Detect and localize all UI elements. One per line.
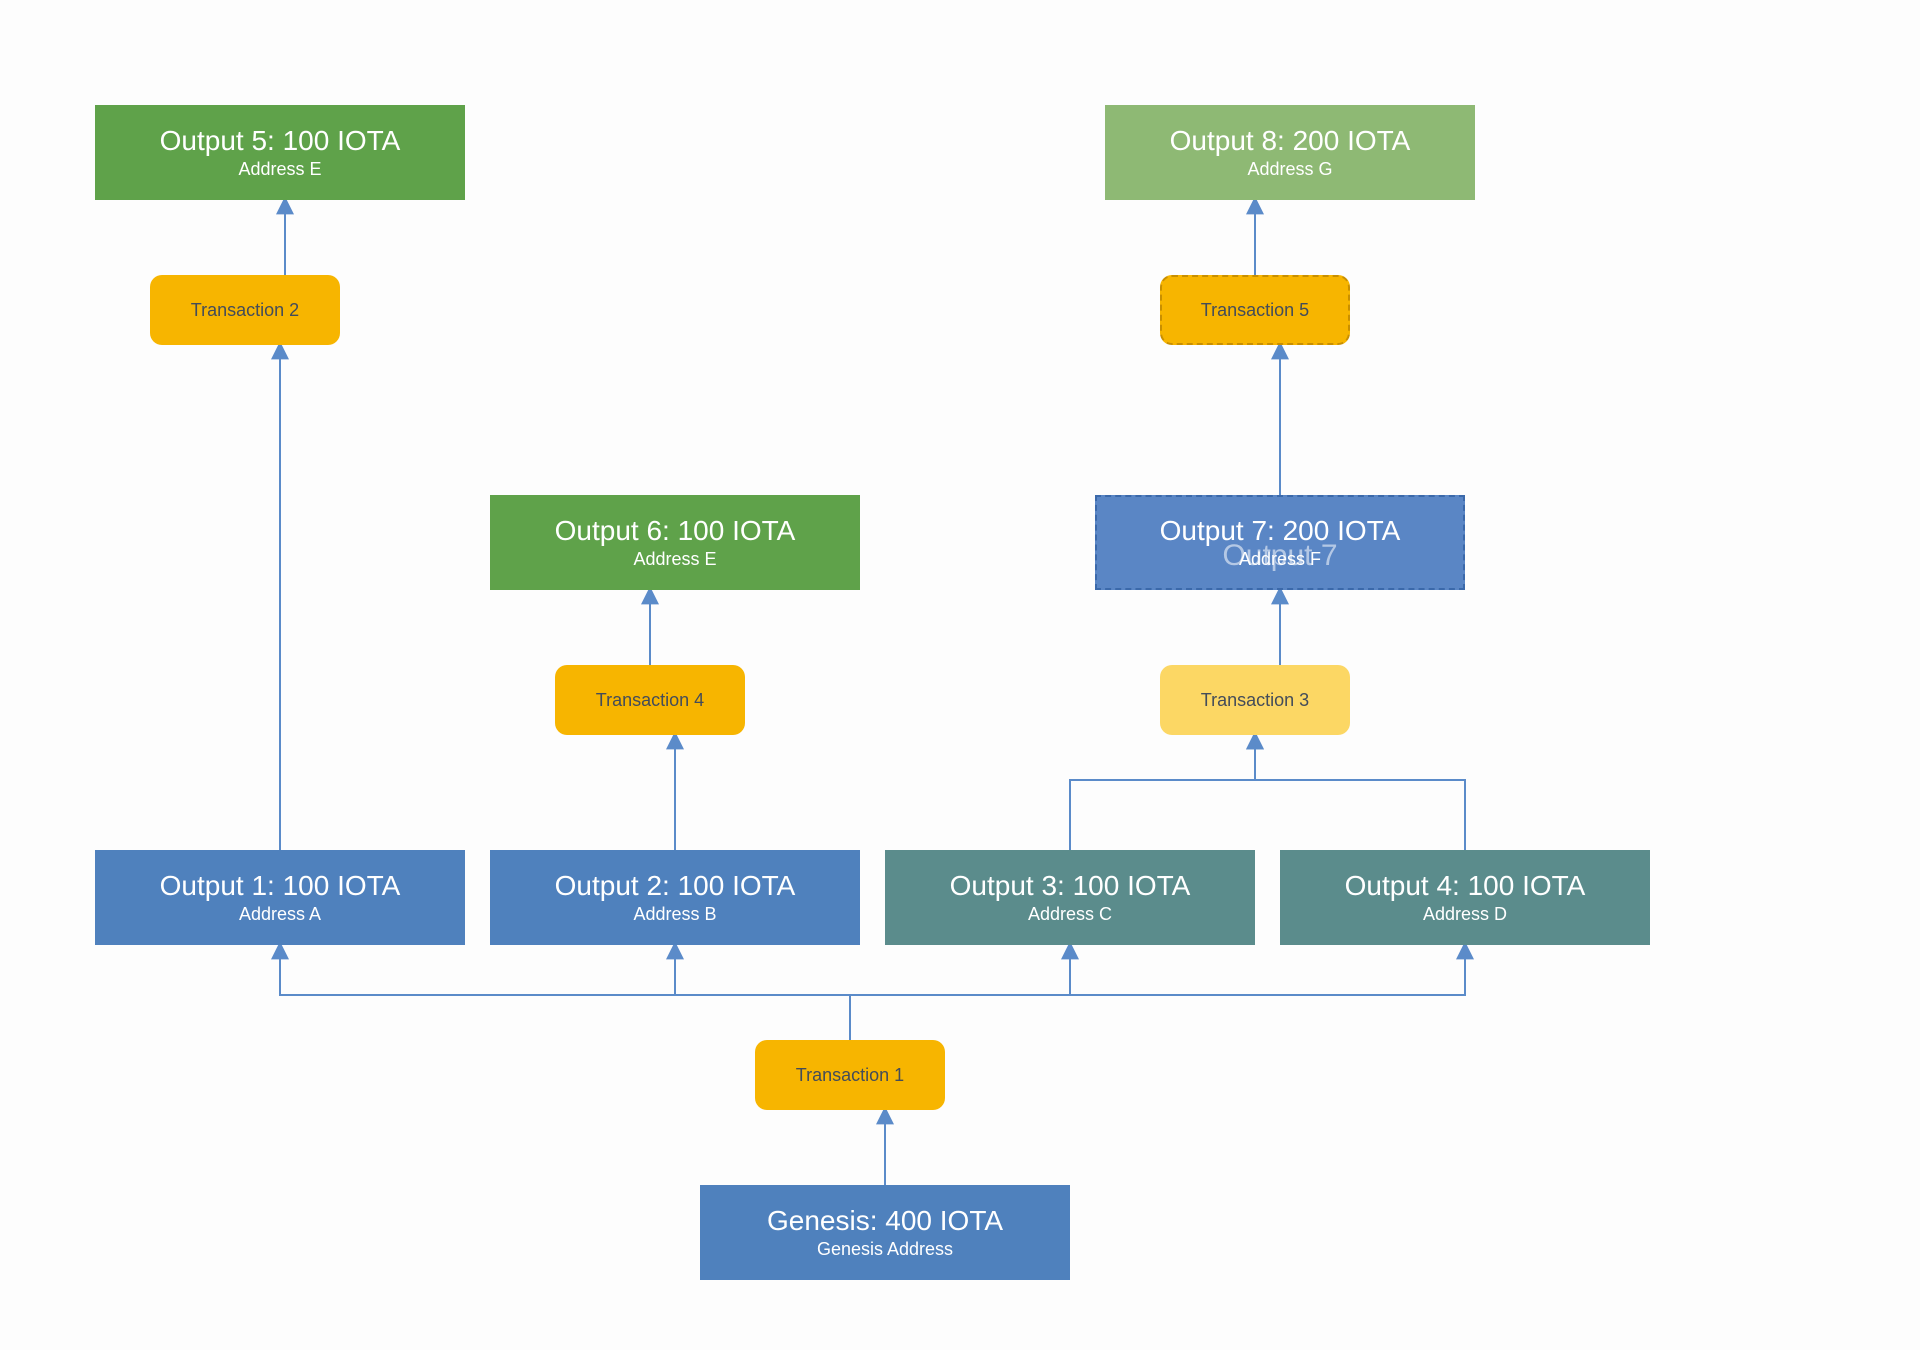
node-tx1-label: Transaction 1 [796,1065,904,1086]
node-out2-sub: Address B [633,904,716,925]
node-out2-title: Output 2: 100 IOTA [555,870,796,902]
node-tx3-label: Transaction 3 [1201,690,1309,711]
node-out2: Output 2: 100 IOTAAddress B [490,850,860,945]
node-out3: Output 3: 100 IOTAAddress C [885,850,1255,945]
node-tx2: Transaction 2 [150,275,340,345]
node-out1-sub: Address A [239,904,321,925]
node-tx1: Transaction 1 [755,1040,945,1110]
node-out7: Output 7: 200 IOTAAddress FOutput 7 [1095,495,1465,590]
node-out3-title: Output 3: 100 IOTA [950,870,1191,902]
node-out3-sub: Address C [1028,904,1112,925]
edges-layer [0,0,1920,1350]
node-out8-sub: Address G [1247,159,1332,180]
node-out6-sub: Address E [633,549,716,570]
node-out6: Output 6: 100 IOTAAddress E [490,495,860,590]
node-genesis-sub: Genesis Address [817,1239,953,1260]
node-out1-title: Output 1: 100 IOTA [160,870,401,902]
node-out4-title: Output 4: 100 IOTA [1345,870,1586,902]
node-tx4: Transaction 4 [555,665,745,735]
node-genesis-title: Genesis: 400 IOTA [767,1205,1003,1237]
node-out5-title: Output 5: 100 IOTA [160,125,401,157]
node-out1: Output 1: 100 IOTAAddress A [95,850,465,945]
node-tx5-label: Transaction 5 [1201,300,1309,321]
node-genesis: Genesis: 400 IOTAGenesis Address [700,1185,1070,1280]
node-out4: Output 4: 100 IOTAAddress D [1280,850,1650,945]
node-out6-title: Output 6: 100 IOTA [555,515,796,547]
node-tx4-label: Transaction 4 [596,690,704,711]
node-out7-title: Output 7: 200 IOTA [1160,515,1401,547]
node-out8: Output 8: 200 IOTAAddress G [1105,105,1475,200]
node-out4-sub: Address D [1423,904,1507,925]
node-out5-sub: Address E [238,159,321,180]
node-tx5: Transaction 5 [1160,275,1350,345]
node-tx3: Transaction 3 [1160,665,1350,735]
node-out8-title: Output 8: 200 IOTA [1170,125,1411,157]
node-tx2-label: Transaction 2 [191,300,299,321]
node-out7-sub: Address F [1239,549,1321,570]
node-out5: Output 5: 100 IOTAAddress E [95,105,465,200]
